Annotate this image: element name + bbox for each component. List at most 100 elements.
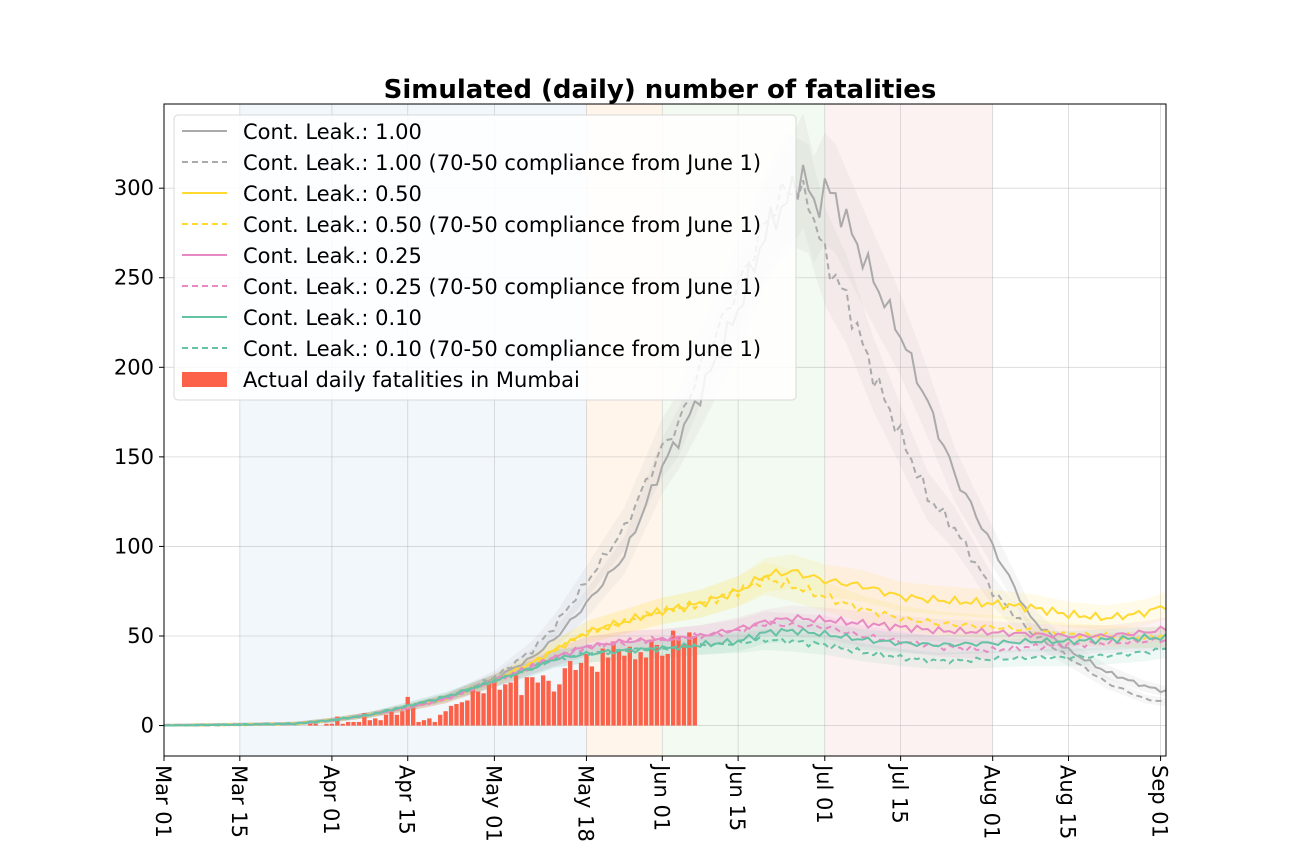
x-tick-label-10: Aug 01 xyxy=(980,765,1004,839)
bar-43 xyxy=(508,682,513,726)
legend-label-6: Cont. Leak.: 0.10 xyxy=(243,306,422,330)
x-tick-label-12: Sep 01 xyxy=(1148,765,1172,838)
y-tick-label-200: 200 xyxy=(114,355,154,379)
band-4 xyxy=(164,605,1166,726)
x-tick-label-2: Apr 01 xyxy=(319,765,343,835)
series-line-1 xyxy=(163,179,1167,727)
bar-76 xyxy=(687,632,692,726)
bar-61 xyxy=(605,657,611,726)
bar-55 xyxy=(573,670,578,726)
bar-33 xyxy=(454,704,459,726)
bar-59 xyxy=(595,671,600,726)
legend-label-3: Cont. Leak.: 0.50 (70-50 compliance from… xyxy=(243,213,761,237)
legend-swatch-8 xyxy=(182,372,227,387)
bar-34 xyxy=(459,702,465,726)
bar-75 xyxy=(681,644,687,726)
bar-9 xyxy=(324,723,329,726)
x-tick-label-0: Mar 01 xyxy=(151,765,175,838)
series-lines xyxy=(163,164,1167,727)
plot-frame xyxy=(163,103,1167,757)
bar-32 xyxy=(448,705,454,726)
bar-50 xyxy=(546,680,551,726)
chart-title: Simulated (daily) number of fatalities xyxy=(384,75,937,105)
x-tick-label-11: Aug 15 xyxy=(1056,765,1080,839)
bar-27 xyxy=(421,720,427,726)
x-tick-label-6: Jun 01 xyxy=(649,763,673,831)
y-axis: 0 50 100 150 200 250 300 xyxy=(114,176,164,738)
bar-46 xyxy=(524,677,530,726)
bar-72 xyxy=(665,653,670,726)
bar-19 xyxy=(378,720,383,726)
bar-68 xyxy=(643,657,649,726)
bar-35 xyxy=(465,700,470,726)
legend-box xyxy=(173,114,797,401)
bar-30 xyxy=(438,714,443,726)
x-tick-label-8: Jul 01 xyxy=(812,763,836,824)
bar-31 xyxy=(443,711,448,726)
bar-62 xyxy=(611,641,616,726)
band-5 xyxy=(164,611,1166,726)
bar-21 xyxy=(389,709,394,726)
x-axis: Mar 01 Mar 15 Apr 01 Apr 15 May 01 May 18 Jun … xyxy=(151,756,1172,842)
bar-14 xyxy=(351,721,356,726)
bar-58 xyxy=(589,666,595,726)
legend-label-4: Cont. Leak.: 0.25 xyxy=(243,244,422,268)
bar-70 xyxy=(654,644,660,726)
bar-29 xyxy=(432,721,437,726)
bar-13 xyxy=(345,721,351,726)
x-tick-label-5: May 18 xyxy=(573,765,597,842)
bar-22 xyxy=(394,714,400,726)
y-tick-label-50: 50 xyxy=(127,624,154,648)
bar-73 xyxy=(670,630,676,726)
band-1 xyxy=(164,132,1166,726)
bar-26 xyxy=(416,721,421,726)
bar-48 xyxy=(535,682,540,726)
bar-67 xyxy=(638,652,643,726)
bar-56 xyxy=(578,662,584,726)
bar-6 xyxy=(308,723,313,726)
bar-38 xyxy=(481,693,486,726)
bar-49 xyxy=(540,675,546,726)
x-tick-label-4: May 01 xyxy=(481,765,505,842)
y-tick-label-300: 300 xyxy=(114,176,154,200)
series-line-3 xyxy=(164,571,1167,727)
bar-37 xyxy=(475,691,481,726)
bar-47 xyxy=(530,677,535,726)
band-7 xyxy=(164,629,1166,726)
legend-label-1: Cont. Leak.: 1.00 (70-50 compliance from… xyxy=(243,151,761,175)
bar-7 xyxy=(313,723,318,726)
bar-36 xyxy=(470,689,475,726)
bar-53 xyxy=(562,668,567,726)
series-line-5 xyxy=(163,620,1167,727)
series-line-7 xyxy=(164,636,1167,727)
bar-45 xyxy=(519,695,524,726)
bar-40 xyxy=(492,678,497,726)
x-tick-label-7: Jun 15 xyxy=(725,763,749,831)
bar-74 xyxy=(676,635,681,726)
series-line-6 xyxy=(164,627,1167,727)
bar-66 xyxy=(633,659,638,726)
bar-57 xyxy=(584,653,589,726)
legend-label-7: Cont. Leak.: 0.10 (70-50 compliance from… xyxy=(243,337,761,361)
bar-15 xyxy=(356,721,362,726)
bar-51 xyxy=(551,691,557,726)
bar-71 xyxy=(660,655,665,726)
legend-label-0: Cont. Leak.: 1.00 xyxy=(243,120,422,144)
bar-39 xyxy=(486,680,492,726)
legend: Cont. Leak.: 1.00 Cont. Leak.: 1.00 (70-5… xyxy=(173,114,797,401)
bar-54 xyxy=(568,661,573,726)
bar-16 xyxy=(362,713,367,726)
bar-12 xyxy=(340,723,345,726)
legend-label-8: Actual daily fatalities in Mumbai xyxy=(243,368,580,392)
bar-25 xyxy=(410,707,416,726)
y-tick-label-0: 0 xyxy=(141,714,154,738)
bar-28 xyxy=(427,718,432,726)
bar-10 xyxy=(329,723,335,726)
bar-63 xyxy=(616,650,622,726)
x-tick-label-1: Mar 15 xyxy=(227,765,251,838)
bar-69 xyxy=(649,639,654,726)
bar-42 xyxy=(503,684,508,726)
bar-77 xyxy=(692,635,697,726)
bar-41 xyxy=(497,689,502,726)
y-tick-label-150: 150 xyxy=(114,445,154,469)
